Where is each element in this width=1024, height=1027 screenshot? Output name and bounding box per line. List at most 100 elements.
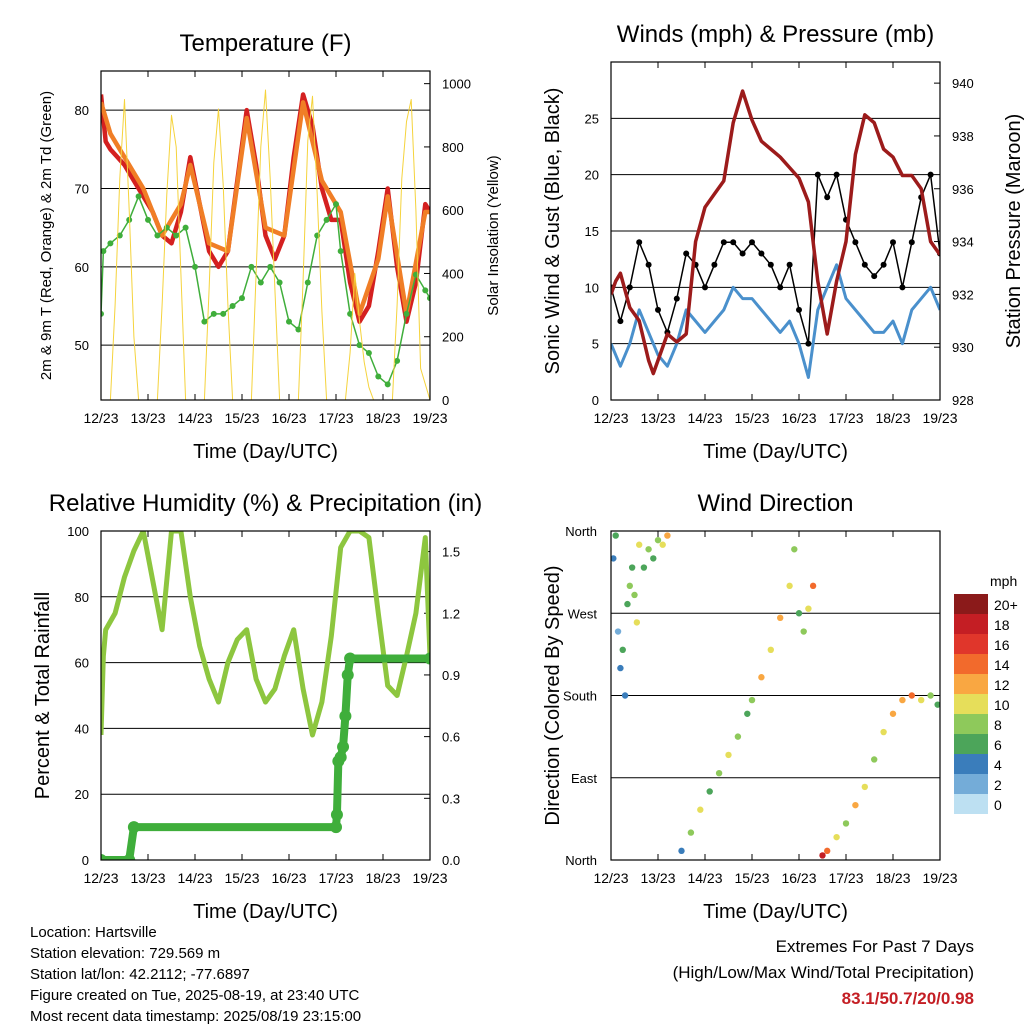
wind-direction-point: [624, 600, 631, 608]
y-tick-label-right: 938: [952, 129, 974, 144]
y-tick-label-right: 928: [952, 393, 974, 408]
x-tick-label: 13/23: [130, 410, 165, 426]
x-tick-label: 16/23: [781, 410, 816, 426]
series-2m-td-point: [101, 248, 107, 255]
series-gust-point: [796, 306, 802, 313]
series-gust-point: [655, 306, 661, 313]
series-2m-td-point: [286, 318, 292, 325]
y-axis-label: 2m & 9m T (Red, Orange) & 2m Td (Green): [38, 91, 55, 380]
y-tick-label: North: [565, 524, 597, 539]
x-tick-label: 14/23: [177, 410, 212, 426]
series-gust-point: [673, 295, 680, 302]
wind-direction-point: [628, 564, 636, 571]
wind-direction-point: [631, 591, 638, 599]
x-tick-label: 12/23: [83, 410, 118, 426]
y-axis-label: Direction (Colored By Speed): [542, 565, 564, 825]
series-total-rainfall-point: [334, 751, 347, 764]
x-tick-label: 18/23: [365, 410, 400, 426]
legend-label: 18: [994, 617, 1010, 633]
y-tick-label-right: 0.9: [442, 668, 460, 683]
y-tick-label: North: [565, 853, 597, 868]
y-tick-label: 80: [75, 103, 89, 118]
series-2m-td-point: [304, 279, 311, 286]
y-tick-label-right: 932: [952, 287, 974, 302]
y-tick-label: 5: [592, 337, 599, 352]
legend-label: 8: [994, 717, 1002, 733]
x-tick-label: 19/23: [412, 870, 447, 886]
legend-label: 6: [994, 737, 1002, 753]
latlon-text: Station lat/lon: 42.2112; -77.6897: [30, 966, 250, 983]
series-2m-td-point: [116, 232, 123, 239]
y-tick-label: 40: [75, 721, 89, 736]
series-2m-td-point: [220, 310, 227, 317]
series-2m-td-point: [154, 232, 161, 239]
wind-direction-point: [744, 710, 751, 717]
x-tick-label: 18/23: [365, 870, 400, 886]
legend-label: 0: [994, 797, 1002, 813]
series-gust-point: [852, 239, 859, 246]
y-axis-label: Percent & Total Rainfall: [32, 592, 54, 800]
series-2m-td-point: [427, 295, 430, 302]
series-2m-td-point: [101, 310, 104, 317]
wind-direction-point: [934, 701, 940, 708]
panel-title: Temperature (F): [179, 30, 351, 57]
wind-direction-point: [777, 614, 784, 622]
wind-direction-point: [636, 541, 643, 548]
plot-frame: [610, 530, 941, 861]
wind-direction-point: [614, 628, 622, 635]
wind-direction-point: [899, 696, 906, 704]
x-tick-label: 18/23: [875, 410, 910, 426]
y-tick-label-right: 940: [952, 76, 974, 91]
y-tick-label-right: 200: [442, 330, 464, 345]
wind-direction-point: [908, 692, 915, 699]
y-tick-label-right: 0.6: [442, 730, 460, 745]
legend-label: 2: [994, 777, 1002, 793]
series-gust-point: [711, 261, 718, 268]
y-tick-label-right: 0.0: [442, 853, 460, 868]
wind-direction-point: [833, 833, 840, 841]
y-tick-label: 20: [585, 168, 599, 183]
x-tick-label: 19/23: [922, 870, 957, 886]
x-axis-label: Time (Day/UTC): [703, 441, 848, 463]
wind-direction-point: [927, 692, 934, 699]
y-tick-label-right: 1.5: [442, 545, 460, 560]
wind-direction-point: [880, 728, 887, 736]
series-gust-point: [908, 239, 915, 246]
y-tick-label-right: 1.2: [442, 606, 460, 621]
legend-swatch: [954, 594, 988, 614]
y-tick-label: 20: [75, 787, 89, 802]
y-tick-label: South: [563, 689, 597, 704]
wind-direction-point: [697, 806, 704, 813]
x-tick-label: 14/23: [687, 870, 722, 886]
series-gust-point: [617, 318, 624, 325]
series-gust-point: [871, 273, 878, 280]
series-2m-td-point: [347, 310, 354, 317]
x-tick-label: 13/23: [640, 410, 675, 426]
wind-direction-point: [852, 801, 859, 809]
legend-swatch: [954, 794, 988, 814]
series-2m-td: [101, 195, 430, 386]
series-2m-td-point: [422, 287, 429, 294]
x-tick-label: 13/23: [130, 870, 165, 886]
series-gust-point: [730, 239, 737, 246]
wind-direction-point: [748, 696, 756, 704]
station-info: Location: Hartsville Station elevation: …: [30, 922, 361, 1027]
wind-direction-point: [734, 733, 742, 740]
series-2m-td-point: [239, 295, 245, 302]
wind-direction-point: [871, 756, 878, 763]
x-tick-label: 16/23: [781, 870, 816, 886]
legend-swatch: [954, 614, 988, 634]
series-2m-td-point: [145, 216, 151, 223]
series-gust-point: [824, 194, 831, 201]
y-axis-label-right: Solar Insolation (Yellow): [485, 155, 502, 315]
legend-swatch: [954, 734, 988, 754]
x-axis-label: Time (Day/UTC): [703, 901, 848, 923]
legend-swatch: [954, 754, 988, 774]
location-text: Location: Hartsville: [30, 924, 157, 941]
elevation-text: Station elevation: 729.569 m: [30, 945, 221, 962]
y-axis-label: Sonic Wind & Gust (Blue, Black): [542, 88, 564, 375]
y-tick-label-right: 0.3: [442, 791, 460, 806]
series-total-rainfall-point: [123, 854, 136, 860]
wind-direction-point: [664, 532, 671, 539]
x-tick-label: 17/23: [318, 410, 353, 426]
